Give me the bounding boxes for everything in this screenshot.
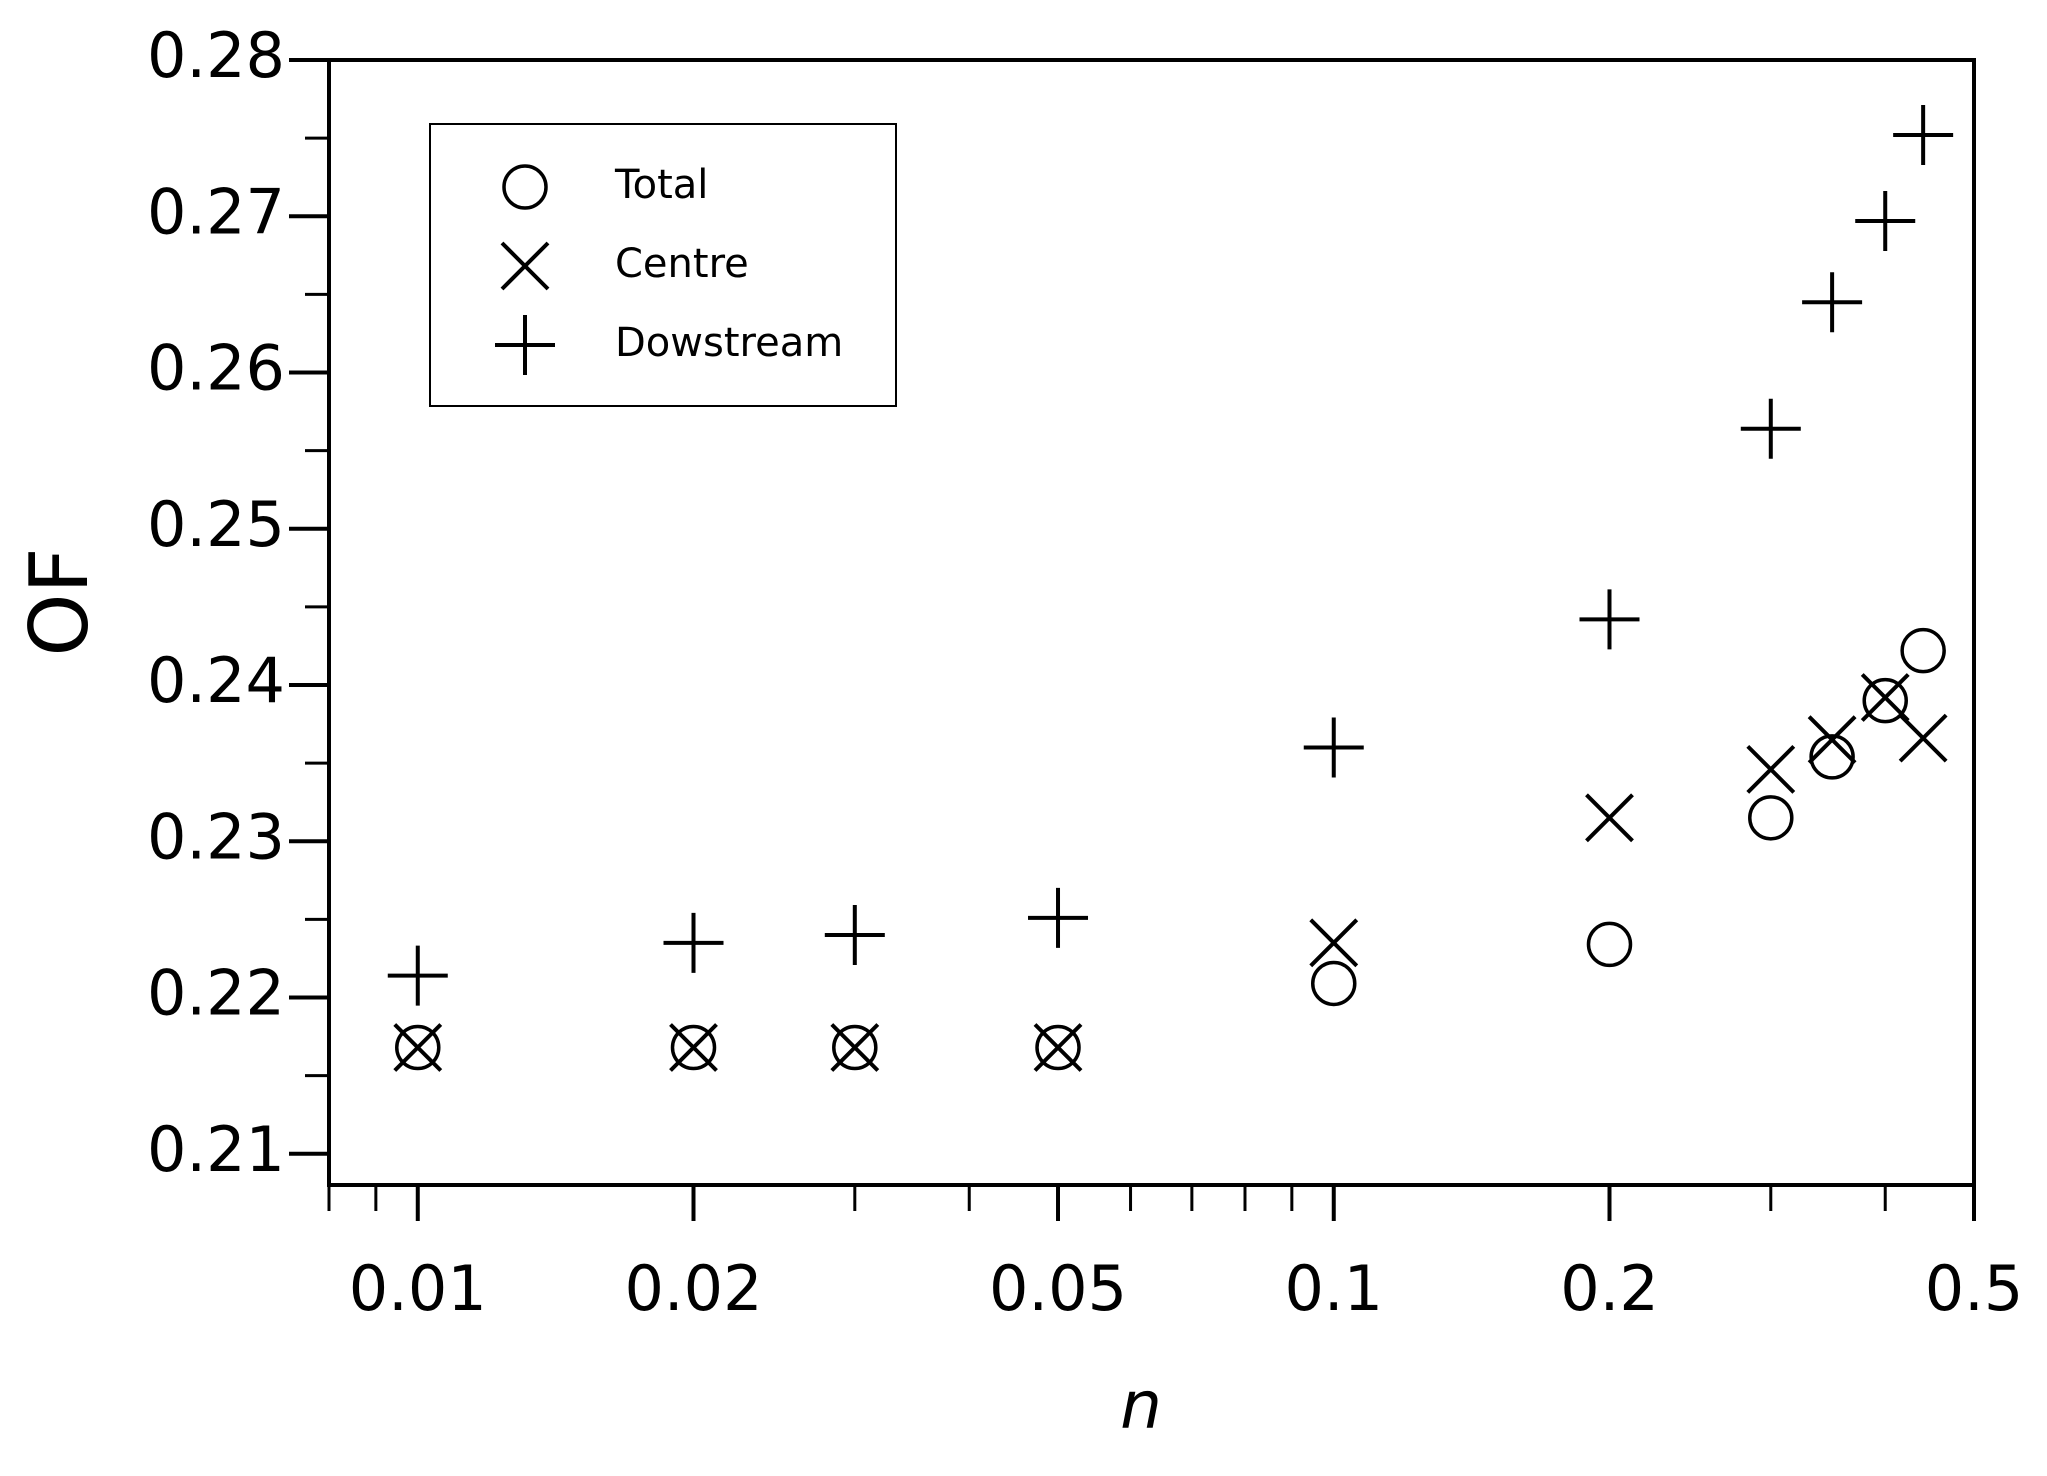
marker-circle	[1900, 627, 1946, 674]
marker-circle	[832, 1024, 878, 1071]
y-tick-label: 0.28	[147, 19, 285, 92]
marker-circle	[1035, 1024, 1081, 1071]
marker-plus	[663, 912, 724, 973]
marker-plus	[495, 315, 555, 375]
marker-plus	[824, 905, 885, 965]
marker-cross	[1860, 673, 1910, 722]
legend-label: Dowstream	[615, 320, 843, 366]
marker-cross	[1746, 744, 1796, 794]
y-tick-label: 0.21	[147, 1113, 285, 1186]
marker-cross	[1309, 918, 1359, 968]
x-tick-label: 0.2	[1560, 1252, 1659, 1325]
y-tick-label: 0.24	[147, 644, 285, 717]
marker-plus	[1579, 589, 1640, 650]
marker-plus	[1893, 105, 1954, 165]
marker-cross	[393, 1023, 443, 1072]
legend-label: Centre	[615, 241, 749, 287]
x-tick-label: 0.02	[624, 1252, 762, 1325]
marker-circle	[395, 1024, 441, 1071]
marker-plus	[1802, 272, 1863, 333]
x-tick-label: 0.5	[1925, 1252, 2024, 1325]
legend-label: Total	[614, 162, 708, 208]
marker-circle	[1862, 677, 1908, 724]
marker-circle	[1809, 734, 1855, 780]
y-tick-label: 0.23	[147, 800, 285, 873]
plot-frame	[327, 58, 1976, 1187]
marker-cross	[500, 241, 550, 291]
marker-cross	[1898, 713, 1948, 763]
y-axis-label: OF	[13, 548, 106, 657]
x-tick-label: 0.1	[1284, 1252, 1383, 1325]
y-tick-label: 0.26	[147, 332, 285, 405]
marker-circle	[1586, 921, 1633, 968]
x-axis-label: n	[1120, 1367, 1162, 1444]
marker-cross	[1807, 715, 1857, 765]
x-tick-label: 0.01	[349, 1252, 487, 1325]
y-tick-label: 0.25	[147, 488, 285, 561]
marker-plus	[1740, 398, 1801, 459]
marker-circle	[670, 1024, 717, 1071]
marker-circle	[1748, 795, 1794, 841]
marker-plus	[1855, 190, 1916, 251]
marker-cross	[669, 1023, 718, 1072]
legend-box	[429, 123, 897, 407]
marker-cross	[1033, 1023, 1083, 1072]
x-tick-label: 0.05	[989, 1252, 1127, 1325]
marker-plus	[1303, 717, 1364, 778]
marker-cross	[1585, 793, 1634, 843]
y-tick-label: 0.22	[147, 957, 285, 1030]
marker-plus	[1028, 887, 1089, 948]
marker-cross	[830, 1023, 880, 1072]
marker-circle	[1311, 960, 1357, 1007]
marker-plus	[387, 945, 448, 1006]
y-tick-label: 0.27	[147, 175, 285, 248]
marker-circle	[502, 164, 548, 210]
